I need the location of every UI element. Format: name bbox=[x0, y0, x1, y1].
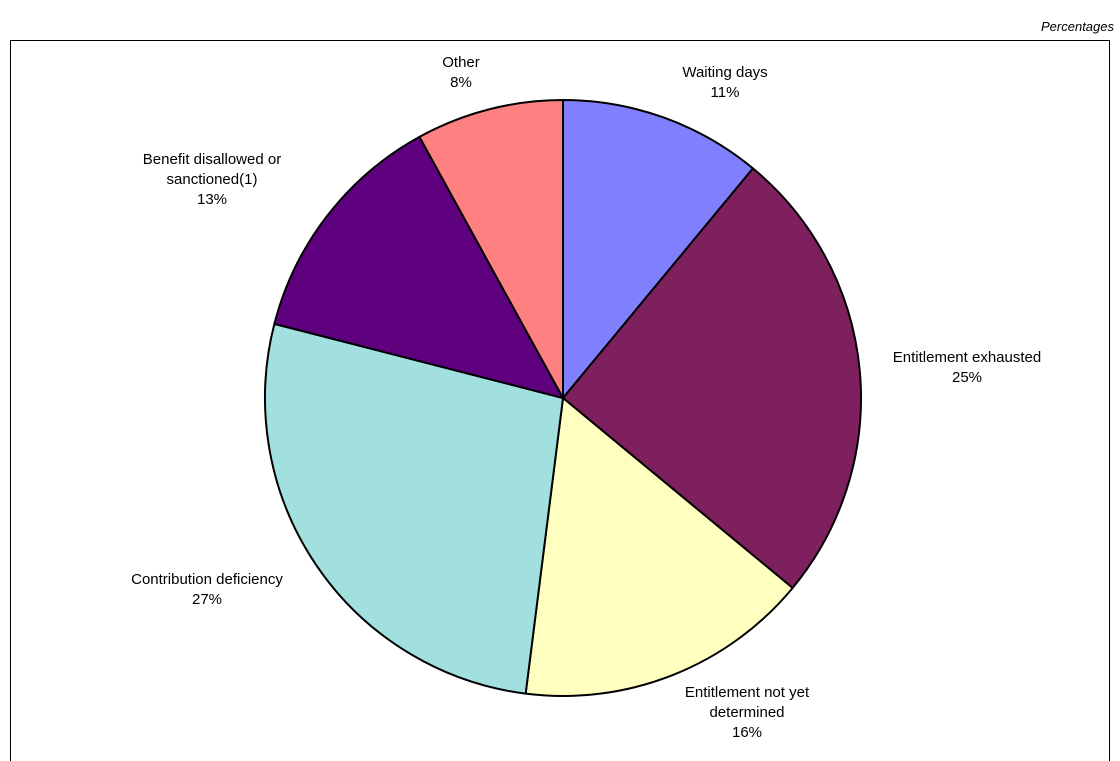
pie-slice-entitlement-exhausted bbox=[562, 167, 862, 589]
pie-slice-waiting-days bbox=[562, 99, 754, 399]
slice-label-entitlement-not-yet-determined: Entitlement not yet determined 16% bbox=[685, 684, 810, 741]
slice-label-contribution-deficiency: Contribution deficiency 27% bbox=[131, 571, 283, 608]
slice-label-waiting-days: Waiting days 11% bbox=[682, 64, 767, 101]
pie-slice-benefit-disallowed-or-sanctioned-1 bbox=[273, 135, 564, 399]
slice-label-other: Other 8% bbox=[442, 54, 480, 91]
unit-label: Percentages bbox=[1041, 19, 1114, 34]
slice-label-entitlement-exhausted: Entitlement exhausted 25% bbox=[893, 349, 1041, 386]
chart-frame bbox=[10, 40, 1110, 761]
pie-slice-contribution-deficiency bbox=[264, 322, 564, 695]
slice-label-benefit-disallowed-or-sanctioned-1: Benefit disallowed or sanctioned(1) 13% bbox=[143, 151, 281, 208]
pie-slice-other bbox=[418, 99, 564, 399]
pie-slice-entitlement-not-yet-determined bbox=[524, 397, 794, 697]
